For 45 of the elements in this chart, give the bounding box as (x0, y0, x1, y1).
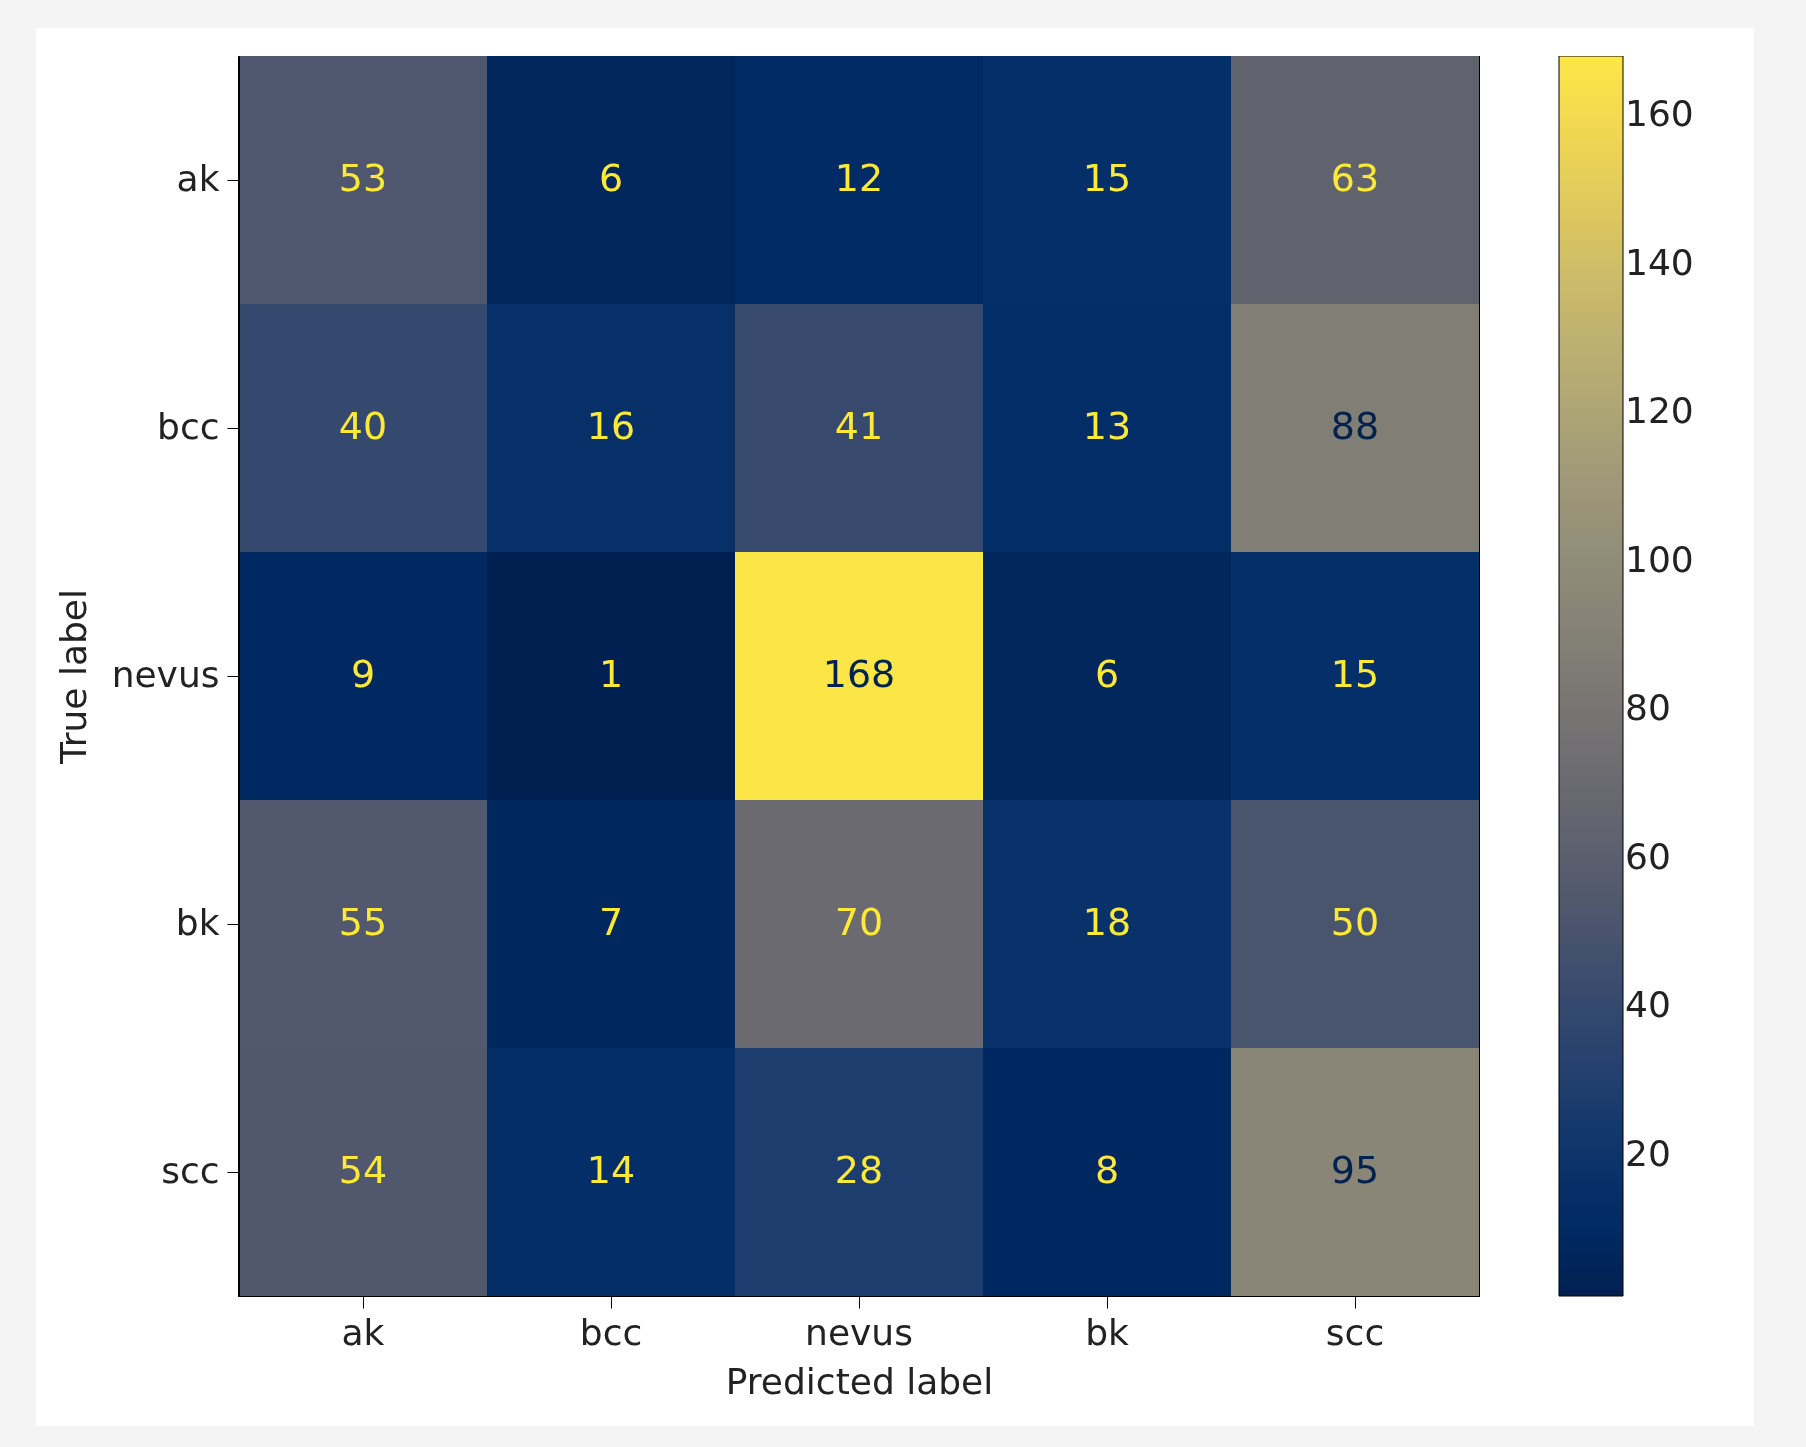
color-bar-label: 140 (1625, 241, 1694, 283)
x-axis-title: Predicted label (725, 1360, 994, 1402)
data-label: 41 (834, 404, 884, 448)
x-tick-label: nevus (805, 1311, 913, 1353)
color-bar-label: 40 (1625, 984, 1671, 1026)
color-bar-label: 20 (1625, 1132, 1671, 1174)
data-label: 6 (1094, 652, 1120, 696)
data-label: 13 (1082, 404, 1132, 448)
data-label: 63 (1330, 156, 1380, 200)
data-label: 15 (1082, 156, 1132, 200)
data-label: 6 (598, 156, 624, 200)
data-label: 88 (1330, 404, 1380, 448)
color-bar-label: 60 (1625, 835, 1671, 877)
x-tick-label: ak (341, 1311, 385, 1353)
data-label: 53 (338, 156, 388, 200)
y-tick-label: bcc (157, 406, 220, 447)
y-tick-label: bk (175, 902, 220, 943)
data-label: 8 (1094, 1148, 1120, 1192)
data-label: 28 (834, 1148, 884, 1192)
x-tick-label: scc (1325, 1311, 1385, 1353)
color-bar-label: 80 (1625, 687, 1671, 729)
data-label: 40 (338, 404, 388, 448)
data-label: 16 (586, 404, 636, 448)
x-tick-label: bk (1085, 1311, 1129, 1353)
data-label: 54 (338, 1148, 388, 1192)
data-label: 9 (350, 652, 376, 696)
data-label: 12 (834, 156, 884, 200)
color-bar-label: 100 (1625, 538, 1694, 580)
y-tick-label: nevus (111, 654, 220, 695)
y-tick-label: ak (176, 158, 220, 199)
data-label: 15 (1330, 652, 1380, 696)
y-axis-title: True label (52, 589, 94, 765)
data-label: 55 (338, 900, 388, 944)
data-label: 95 (1330, 1148, 1380, 1192)
color-bar-label: 120 (1625, 390, 1694, 432)
x-tick-label: bcc (579, 1311, 643, 1353)
data-label: 70 (834, 900, 884, 944)
color-bar-label: 160 (1625, 93, 1694, 135)
data-label: 18 (1082, 900, 1132, 944)
y-tick-label: scc (161, 1150, 220, 1191)
data-label: 7 (598, 900, 624, 944)
data-label: 14 (586, 1148, 636, 1192)
data-label: 168 (822, 652, 896, 696)
data-label: 50 (1330, 900, 1380, 944)
data-label: 1 (598, 652, 624, 696)
